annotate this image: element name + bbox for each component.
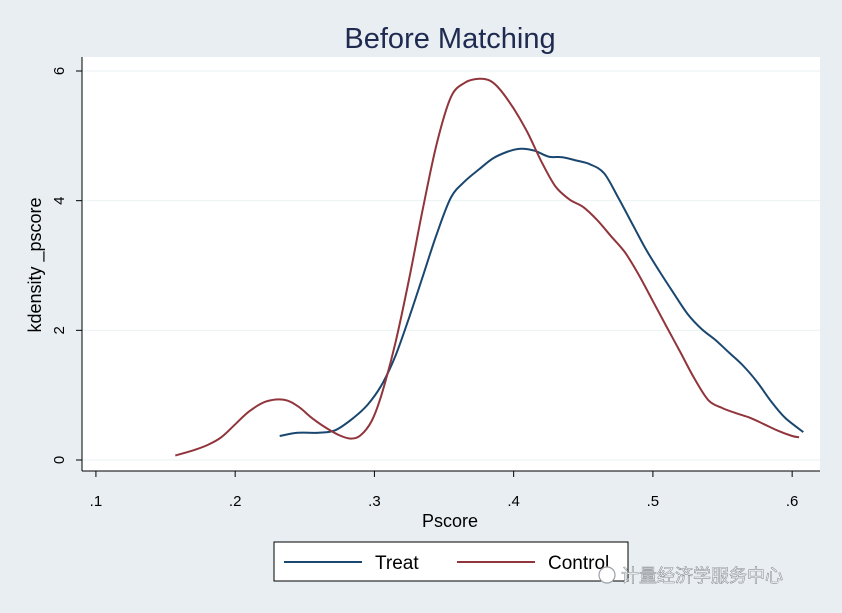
x-tick-label: .1: [90, 493, 103, 510]
y-tick-label: 6: [51, 67, 68, 75]
x-tick-label: .6: [786, 493, 799, 510]
y-tick-label: 0: [51, 456, 68, 464]
x-tick-label: .5: [647, 493, 660, 510]
legend: Treat Control: [273, 541, 629, 582]
x-tick-label: .2: [229, 493, 242, 510]
series-line-treat: [279, 147, 804, 437]
watermark-text: 计量经济学服务中心: [621, 566, 783, 586]
wechat-icon: [598, 566, 616, 584]
x-tick-label: .3: [368, 493, 381, 510]
series: [175, 77, 804, 457]
plot-area: [82, 57, 820, 471]
y-axis-label: kdensity _pscore: [25, 197, 46, 332]
x-axis-label: Pscore: [422, 511, 478, 531]
y-tick-label: 4: [51, 196, 68, 204]
watermark: 计量经济学服务中心: [598, 566, 783, 586]
y-tick-label: 2: [51, 326, 68, 334]
grid-lines: [82, 70, 820, 461]
ticks: 0 2 4 6 .1 .2 .3 .4 .5 .6: [51, 67, 798, 510]
chart-title: Before Matching: [344, 23, 555, 55]
legend-label-treat: Treat: [375, 553, 419, 574]
series-line-control: [175, 77, 800, 457]
x-tick-label: .4: [507, 493, 520, 510]
axes: [81, 57, 820, 472]
legend-label-control: Control: [548, 553, 609, 574]
